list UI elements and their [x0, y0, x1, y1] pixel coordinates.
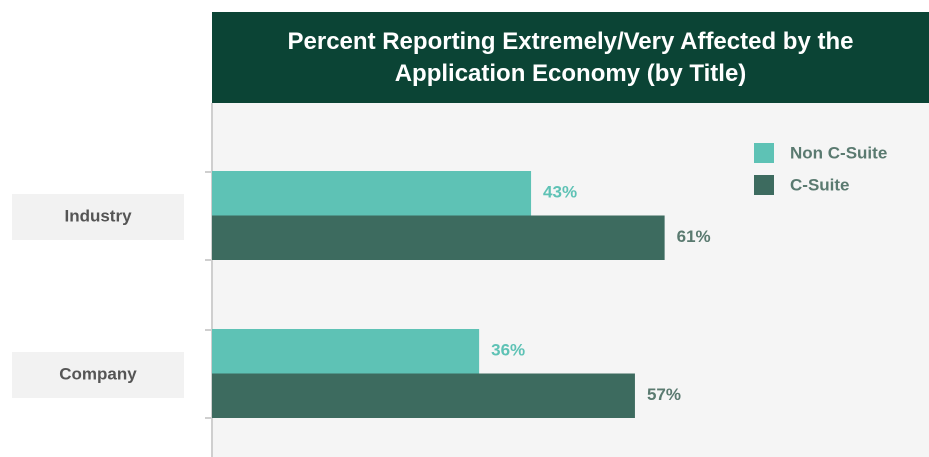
bar [212, 171, 532, 216]
y-tick-label: Company [59, 364, 137, 383]
bar [212, 373, 635, 418]
value-label: 43% [543, 183, 577, 202]
legend-swatch [754, 175, 774, 195]
bar [212, 329, 480, 374]
value-label: 57% [647, 385, 681, 404]
category-box [12, 352, 184, 398]
y-tick-label: Industry [64, 206, 132, 225]
legend-label: Non C-Suite [790, 143, 887, 162]
bar [212, 215, 665, 260]
value-label: 36% [491, 341, 525, 360]
legend-swatch [754, 143, 774, 163]
chart-title: Percent Reporting Extremely/Very Affecte… [287, 27, 854, 87]
value-label: 61% [677, 227, 711, 246]
legend-label: C-Suite [790, 175, 850, 194]
category-box [12, 194, 184, 240]
title-box: Percent Reporting Extremely/Very Affecte… [212, 12, 929, 103]
